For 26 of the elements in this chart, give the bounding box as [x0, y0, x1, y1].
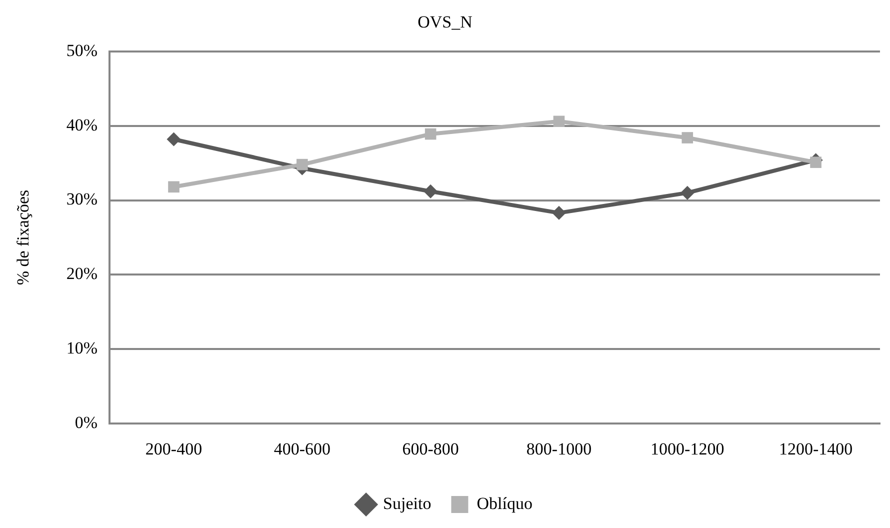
y-tick-label: 40% [66, 115, 98, 134]
y-axis-title: % de fixações [14, 190, 33, 286]
x-tick-label: 600-800 [402, 439, 459, 458]
y-tick-label: 50% [66, 40, 98, 60]
y-tick-label: 30% [66, 190, 98, 209]
x-tick-label: 200-400 [145, 439, 202, 458]
chart-title: OVS_N [418, 12, 472, 32]
y-tick-label: 10% [66, 338, 98, 358]
point [424, 128, 436, 140]
point [552, 206, 566, 220]
point [680, 186, 694, 200]
x-tick-label: 400-600 [274, 439, 331, 458]
point [810, 156, 822, 168]
legend-label: Sujeito [383, 494, 432, 513]
point [296, 158, 308, 170]
point [682, 132, 694, 144]
point [424, 184, 438, 198]
y-tick-label: 20% [66, 264, 98, 284]
legend-label: Oblíquo [476, 494, 532, 513]
y-tick-label: 0% [74, 413, 98, 432]
point [553, 116, 565, 128]
x-tick-label: 800-1000 [526, 439, 592, 458]
point [166, 132, 181, 146]
point [168, 181, 180, 193]
x-tick-label: 1200-1400 [778, 439, 853, 458]
x-tick-label: 1000-1200 [650, 439, 724, 458]
